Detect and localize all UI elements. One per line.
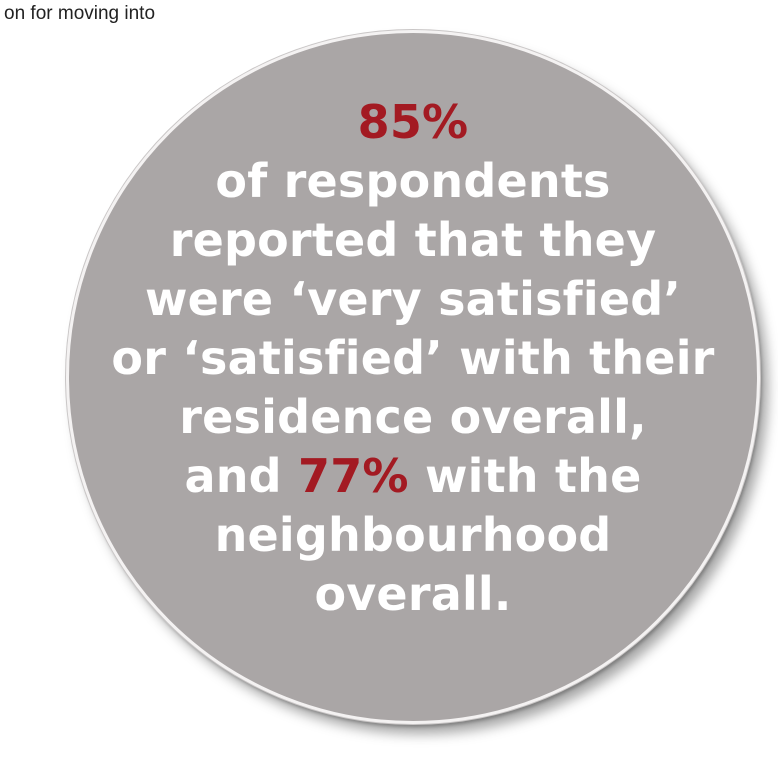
- statistic-line-6: and 77% with the: [69, 447, 757, 506]
- cut-off-body-text: on for moving into: [4, 3, 156, 24]
- statistic-text: 85% of respondents reported that they we…: [69, 93, 757, 624]
- statistic-line-8: overall.: [314, 567, 512, 621]
- headline-percentage: 85%: [357, 95, 469, 149]
- statistic-line-6-suffix: with the: [408, 449, 642, 503]
- statistic-line-2: reported that they: [169, 213, 657, 267]
- statistic-line-3: were ‘very satisfied’: [144, 272, 682, 326]
- statistic-line-4: or ‘satisfied’ with their: [111, 331, 715, 385]
- secondary-percentage: 77%: [298, 449, 409, 503]
- statistic-line-6-prefix: and: [184, 449, 299, 503]
- statistic-line-7: neighbourhood: [214, 508, 612, 562]
- statistic-line-1: of respondents: [215, 154, 611, 208]
- statistic-circle: 85% of respondents reported that they we…: [66, 30, 760, 724]
- statistic-line-5: residence overall,: [179, 390, 647, 444]
